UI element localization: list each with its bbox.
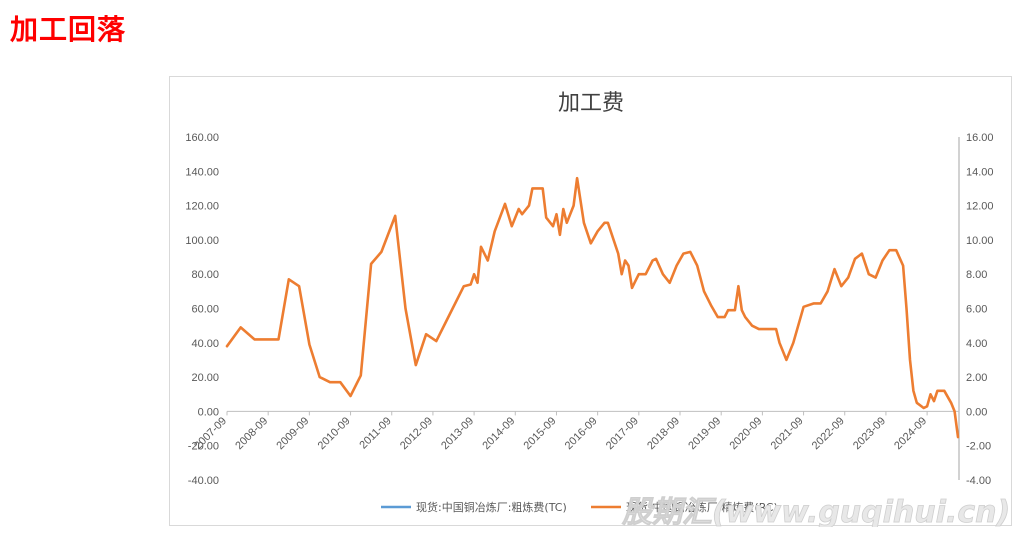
legend-label-tc: 现货:中国铜冶炼厂:粗炼费(TC)	[416, 500, 567, 514]
chart-container: 加工费 160.00 140.00 120.00 100.00 80.00 60.00 40…	[169, 76, 1012, 527]
left-tick-label: 60.00	[191, 304, 219, 316]
x-tick-label: 2014-09	[480, 415, 517, 452]
right-tick-label: 16.00	[966, 132, 994, 144]
x-tick-label: 2022-09	[810, 415, 847, 452]
left-tick-label: 100.00	[185, 235, 219, 247]
left-tick-label: 80.00	[191, 269, 219, 281]
left-tick-label: 0.00	[198, 406, 219, 418]
right-tick-label: 14.00	[966, 166, 994, 178]
left-tick-label: -20.00	[188, 441, 219, 453]
watermark: 股期汇(www.guqihui.cn)	[621, 495, 1010, 527]
left-tick-label: 20.00	[191, 372, 219, 384]
x-tick-label: 2010-09	[316, 415, 353, 452]
chart-title: 加工费	[558, 91, 624, 116]
right-tick-label: 2.00	[966, 372, 987, 384]
x-tick-label: 2012-09	[398, 415, 435, 452]
right-tick-label: 0.00	[966, 406, 987, 418]
x-tick-label: 2020-09	[727, 415, 764, 452]
left-tick-label: -40.00	[188, 475, 219, 487]
right-tick-label: 8.00	[966, 269, 987, 281]
rc-series-line	[225, 176, 960, 439]
chart-svg: 加工费 160.00 140.00 120.00 100.00 80.00 60.00 40…	[185, 91, 1010, 527]
x-tick-label: 2021-09	[769, 415, 806, 452]
x-tick-label: 2015-09	[522, 415, 559, 452]
page-heading: 加工回落	[10, 13, 127, 46]
x-tick-label: 2023-09	[851, 415, 888, 452]
right-tick-label: 4.00	[966, 338, 987, 350]
left-tick-label: 160.00	[185, 132, 219, 144]
x-tick-label: 2024-09	[892, 415, 929, 452]
plot-area	[225, 176, 960, 439]
left-tick-label: 40.00	[191, 338, 219, 350]
x-tick-label: 2011-09	[357, 415, 393, 451]
left-axis: 160.00 140.00 120.00 100.00 80.00 60.00 40.00 2…	[185, 132, 219, 487]
x-tick-label: 2017-09	[604, 415, 641, 452]
x-axis: 2007-09 2008-09 2009-09 2010-09 2011-09 2012-…	[192, 410, 959, 452]
right-tick-label: 12.00	[966, 201, 994, 213]
x-tick-label: 2019-09	[686, 415, 723, 452]
right-tick-label: 10.00	[966, 235, 994, 247]
right-tick-label: -2.00	[966, 441, 991, 453]
left-tick-label: 120.00	[185, 201, 219, 213]
right-axis: 16.00 14.00 12.00 10.00 8.00 6.00 4.00 2.00 0.00…	[958, 132, 994, 487]
right-tick-label: 6.00	[966, 304, 987, 316]
x-tick-label: 2013-09	[439, 415, 476, 452]
legend: 现货:中国铜冶炼厂:粗炼费(TC) 现货:中国铜冶炼厂:精炼费(RC)	[381, 500, 778, 514]
x-tick-label: 2018-09	[645, 415, 682, 452]
x-tick-label: 2009-09	[274, 415, 311, 452]
right-tick-label: -4.00	[966, 475, 991, 487]
x-tick-label: 2008-09	[233, 415, 270, 452]
x-tick-label: 2016-09	[563, 415, 600, 452]
left-tick-label: 140.00	[185, 166, 219, 178]
legend-label-rc: 现货:中国铜冶炼厂:精炼费(RC)	[626, 500, 778, 514]
